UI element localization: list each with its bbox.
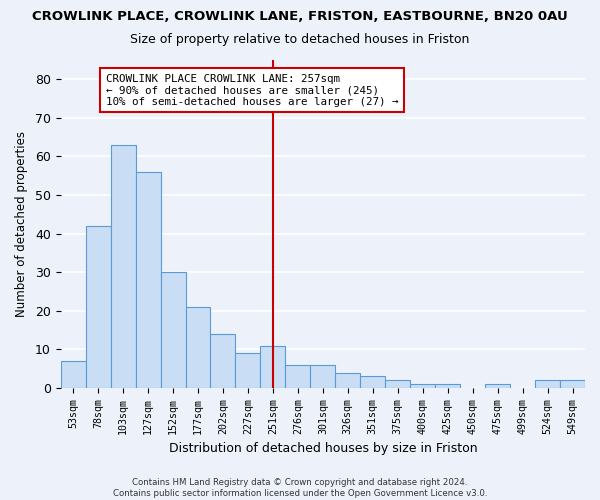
Bar [560,380,585,388]
Bar [61,361,86,388]
Bar [86,226,110,388]
Bar [260,346,286,388]
Text: CROWLINK PLACE CROWLINK LANE: 257sqm
← 90% of detached houses are smaller (245)
: CROWLINK PLACE CROWLINK LANE: 257sqm ← 9… [106,74,398,106]
Bar [161,272,185,388]
Bar [310,365,335,388]
Bar [410,384,435,388]
Text: Contains HM Land Registry data © Crown copyright and database right 2024.
Contai: Contains HM Land Registry data © Crown c… [113,478,487,498]
Text: CROWLINK PLACE, CROWLINK LANE, FRISTON, EASTBOURNE, BN20 0AU: CROWLINK PLACE, CROWLINK LANE, FRISTON, … [32,10,568,23]
Bar [385,380,410,388]
Bar [485,384,510,388]
Bar [136,172,161,388]
Bar [286,365,310,388]
Y-axis label: Number of detached properties: Number of detached properties [15,131,28,317]
Bar [211,334,235,388]
Bar [360,376,385,388]
Bar [235,353,260,388]
Bar [110,145,136,388]
Bar [435,384,460,388]
Bar [535,380,560,388]
Text: Size of property relative to detached houses in Friston: Size of property relative to detached ho… [130,32,470,46]
Bar [185,307,211,388]
Bar [335,372,360,388]
X-axis label: Distribution of detached houses by size in Friston: Distribution of detached houses by size … [169,442,477,455]
